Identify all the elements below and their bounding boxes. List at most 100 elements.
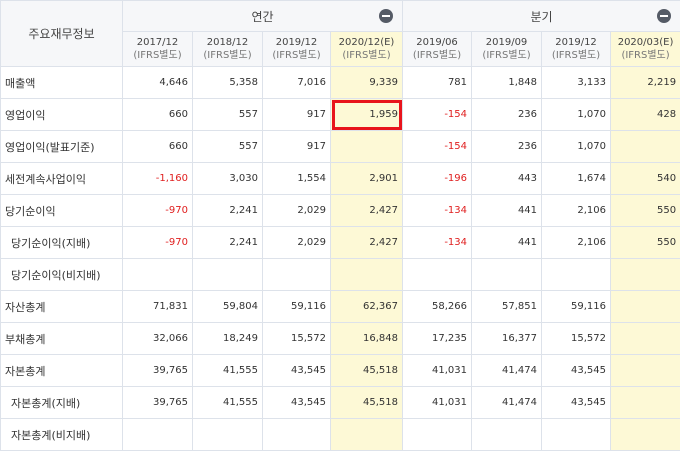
value-cell: -134 (403, 195, 472, 227)
row-label[interactable]: 당기순이익 (1, 195, 123, 227)
value-cell: 236 (472, 99, 542, 131)
value-cell: 1,554 (263, 163, 331, 195)
value-cell: 45,518 (331, 355, 403, 387)
value-cell (263, 259, 331, 291)
value-cell: 540 (611, 163, 680, 195)
value-cell: 41,031 (403, 387, 472, 419)
row-label[interactable]: 자본총계(지배) (1, 387, 123, 419)
quarterly-group-header: 분기 (403, 1, 680, 32)
value-cell: 2,241 (193, 195, 263, 227)
corner-label: 주요재무정보 (1, 1, 123, 67)
value-cell (193, 259, 263, 291)
period-header: 2019/06(IFRS별도) (403, 32, 472, 67)
value-cell: 7,016 (263, 67, 331, 99)
value-cell: 41,555 (193, 387, 263, 419)
value-cell: 5,358 (193, 67, 263, 99)
value-cell: 9,339 (331, 67, 403, 99)
value-cell (542, 419, 611, 451)
value-cell: -1,160 (123, 163, 193, 195)
value-cell: 15,572 (263, 323, 331, 355)
period-basis: (IFRS별도) (123, 49, 192, 62)
period-label: 2019/12 (542, 36, 610, 49)
value-cell: 917 (263, 131, 331, 163)
row-label[interactable]: 자본총계(비지배) (1, 419, 123, 451)
value-cell: 428 (611, 99, 680, 131)
period-basis: (IFRS별도) (542, 49, 610, 62)
collapse-quarterly-icon[interactable] (657, 9, 671, 23)
value-cell: 2,106 (542, 195, 611, 227)
row-label[interactable]: 영업이익(발표기준) (1, 131, 123, 163)
value-cell (542, 259, 611, 291)
value-cell: 17,235 (403, 323, 472, 355)
value-cell: 39,765 (123, 387, 193, 419)
annual-group-header: 연간 (123, 1, 403, 32)
value-cell: 4,646 (123, 67, 193, 99)
value-cell: 550 (611, 195, 680, 227)
row-label[interactable]: 세전계속사업이익 (1, 163, 123, 195)
table-row: 자본총계(비지배) (1, 419, 680, 451)
value-cell: 71,831 (123, 291, 193, 323)
value-cell (611, 323, 680, 355)
value-cell (611, 259, 680, 291)
value-cell: 1,070 (542, 131, 611, 163)
table-row: 당기순이익(비지배) (1, 259, 680, 291)
period-header: 2020/03(E)(IFRS별도) (611, 32, 680, 67)
period-basis: (IFRS별도) (611, 49, 680, 62)
period-label: 2019/06 (403, 36, 471, 49)
value-cell: 16,377 (472, 323, 542, 355)
row-label[interactable]: 자본총계 (1, 355, 123, 387)
annual-group-label: 연간 (251, 10, 273, 24)
value-cell: 41,474 (472, 387, 542, 419)
value-cell: 32,066 (123, 323, 193, 355)
row-label[interactable]: 당기순이익(지배) (1, 227, 123, 259)
period-header: 2020/12(E)(IFRS별도) (331, 32, 403, 67)
value-cell (403, 259, 472, 291)
value-cell: 43,545 (263, 387, 331, 419)
period-header: 2019/12(IFRS별도) (263, 32, 331, 67)
value-cell (193, 419, 263, 451)
period-header: 2018/12(IFRS별도) (193, 32, 263, 67)
value-cell: -154 (403, 99, 472, 131)
value-cell: 2,029 (263, 195, 331, 227)
highlighted-value-cell: 1,959 (331, 99, 403, 131)
value-cell: 2,106 (542, 227, 611, 259)
row-label[interactable]: 매출액 (1, 67, 123, 99)
value-cell (331, 131, 403, 163)
value-cell: 2,901 (331, 163, 403, 195)
value-cell: 550 (611, 227, 680, 259)
row-label[interactable]: 영업이익 (1, 99, 123, 131)
value-cell: 441 (472, 195, 542, 227)
period-basis: (IFRS별도) (472, 49, 541, 62)
period-basis: (IFRS별도) (193, 49, 262, 62)
value-cell: -970 (123, 227, 193, 259)
period-label: 2020/03(E) (611, 36, 680, 49)
value-cell (611, 355, 680, 387)
value-cell: 443 (472, 163, 542, 195)
value-cell: 43,545 (263, 355, 331, 387)
period-label: 2019/12 (263, 36, 330, 49)
period-header: 2017/12(IFRS별도) (123, 32, 193, 67)
collapse-annual-icon[interactable] (379, 9, 393, 23)
value-cell: -196 (403, 163, 472, 195)
value-cell (611, 419, 680, 451)
row-label[interactable]: 부채총계 (1, 323, 123, 355)
row-label[interactable]: 자산총계 (1, 291, 123, 323)
value-cell: 1,070 (542, 99, 611, 131)
row-label[interactable]: 당기순이익(비지배) (1, 259, 123, 291)
value-cell: 45,518 (331, 387, 403, 419)
value-cell: 41,031 (403, 355, 472, 387)
value-cell: 3,030 (193, 163, 263, 195)
quarterly-group-label: 분기 (531, 10, 553, 24)
value-cell: 2,029 (263, 227, 331, 259)
value-cell (611, 291, 680, 323)
period-label: 2017/12 (123, 36, 192, 49)
value-cell: -154 (403, 131, 472, 163)
value-cell: 2,427 (331, 195, 403, 227)
